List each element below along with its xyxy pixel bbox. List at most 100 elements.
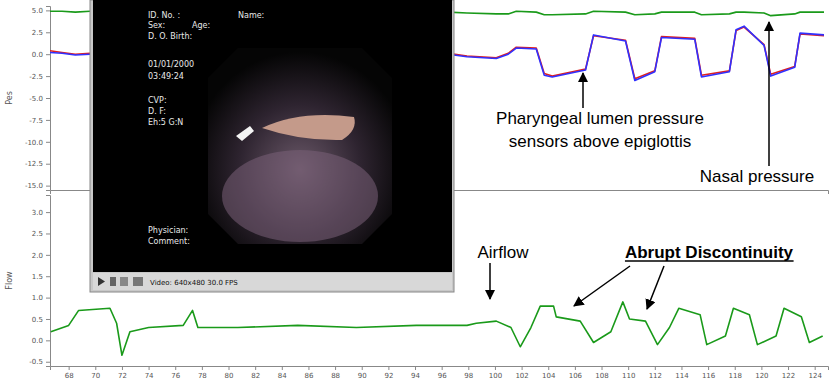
window-text: Eh:5 G:N: [148, 118, 183, 127]
window-frame: [90, 0, 454, 292]
window-text: Age:: [192, 21, 210, 30]
control-icon: [133, 277, 143, 286]
tick: 1.0: [32, 294, 50, 302]
tick: 88: [331, 366, 340, 380]
tick: -5.0: [29, 95, 50, 103]
tick: -12.5: [25, 160, 50, 168]
tick-mark: [548, 366, 549, 370]
y-axis: 5.02.50.0-2.5-5.0-7.5-10.0-12.5-15.0: [25, 7, 51, 191]
tick: 0.0: [32, 337, 50, 345]
tick-mark: [415, 366, 416, 370]
endoscope-view: [208, 48, 392, 244]
tick-label: 124: [808, 372, 822, 380]
annotations: Pharyngeal lumen pressure sensors above e…: [477, 22, 814, 309]
tick: 76: [171, 366, 180, 380]
tick-label: 96: [438, 372, 447, 380]
tick: -10.0: [25, 139, 50, 147]
window-text: Sex:: [148, 21, 165, 30]
tick-mark: [46, 298, 50, 299]
tick-mark: [69, 366, 70, 370]
y-axis-line: [46, 7, 51, 191]
tick-label: 1.0: [32, 294, 43, 302]
tick-mark: [468, 366, 469, 370]
tick-mark: [308, 366, 309, 370]
tick: 90: [358, 366, 367, 380]
tick-label: 2.5: [32, 230, 43, 238]
control-icon: [120, 277, 128, 286]
tick: 0.0: [32, 51, 50, 59]
window-footer: Video: 640x480 30.0 FPS: [150, 279, 238, 287]
annotation-text: sensors above epiglottis: [509, 132, 691, 151]
tick-mark: [46, 142, 50, 143]
tick-mark: [735, 366, 736, 370]
tick-mark: [708, 366, 709, 370]
tick: 82: [251, 366, 260, 380]
tick-mark: [149, 366, 150, 370]
tick-label: 100: [489, 372, 502, 380]
tick-mark: [282, 366, 283, 370]
y-axis-title: Pes: [5, 91, 14, 105]
trace: [51, 302, 823, 355]
annotation-text: Pharyngeal lumen pressure: [496, 109, 704, 128]
tick-label: 120: [755, 372, 768, 380]
tick: 114: [675, 366, 689, 380]
y-axis: -0.50.00.51.01.52.02.53.0: [29, 196, 50, 367]
tick: 122: [782, 366, 795, 380]
annotation-arrow: [489, 263, 491, 299]
tick-label: 2.5: [32, 29, 43, 37]
tick: 5.0: [32, 7, 50, 15]
tick-mark: [46, 233, 50, 234]
tick-mark: [681, 366, 682, 370]
tick-label: 1.5: [32, 273, 43, 281]
tick-label: 86: [304, 372, 313, 380]
tick-label: 3.0: [32, 209, 43, 217]
annotation-arrow: [647, 266, 664, 309]
tick: 2.5: [32, 29, 50, 37]
tick: 2.0: [32, 252, 50, 260]
tick-label: -7.5: [29, 117, 43, 125]
tick: 112: [649, 366, 662, 380]
tick-label: 0.5: [32, 316, 43, 324]
window-text: ID. No. :: [148, 11, 180, 20]
tick-label: -5.0: [29, 95, 43, 103]
tick-label: 70: [91, 372, 100, 380]
y-axis-title: Flow: [5, 271, 14, 290]
chart-root: 5.02.50.0-2.5-5.0-7.5-10.0-12.5-15.0Pes-…: [0, 0, 830, 385]
tick: 110: [622, 366, 635, 380]
tick-mark: [46, 340, 50, 341]
tick: 74: [145, 366, 154, 380]
window-text: D. O. Birth:: [148, 32, 192, 41]
tick-label: -10.0: [25, 139, 43, 147]
tick-label: 104: [542, 372, 556, 380]
tick-label: 90: [358, 372, 367, 380]
tick-label: 2.0: [32, 252, 43, 260]
tick-label: 112: [649, 372, 662, 380]
tick: -15.0: [25, 182, 50, 190]
tick-mark: [46, 362, 50, 363]
tick-label: -15.0: [25, 182, 43, 190]
x-axis-line: [51, 367, 829, 371]
annotation-text: Nasal pressure: [700, 167, 814, 186]
tick-label: 114: [675, 372, 689, 380]
tick-mark: [46, 186, 50, 187]
y-axis-line: [46, 196, 51, 367]
tick-mark: [655, 366, 656, 370]
tick-label: 80: [225, 372, 234, 380]
tick-label: 72: [118, 372, 127, 380]
tick: 102: [515, 366, 528, 380]
tick: 124: [808, 366, 822, 380]
tick-mark: [495, 366, 496, 370]
play-icon: [98, 277, 105, 286]
tick: 0.5: [32, 316, 50, 324]
probe-highlight: [236, 126, 254, 141]
tick-label: 76: [171, 372, 180, 380]
tick: 78: [198, 366, 207, 380]
tick-label: 88: [331, 372, 340, 380]
tick-mark: [362, 366, 363, 370]
tick-label: 116: [702, 372, 716, 380]
tick-mark: [175, 366, 176, 370]
tick-label: 0.0: [32, 337, 43, 345]
tick: 86: [304, 366, 313, 380]
tick-label: 110: [622, 372, 635, 380]
tick: 80: [225, 366, 234, 380]
